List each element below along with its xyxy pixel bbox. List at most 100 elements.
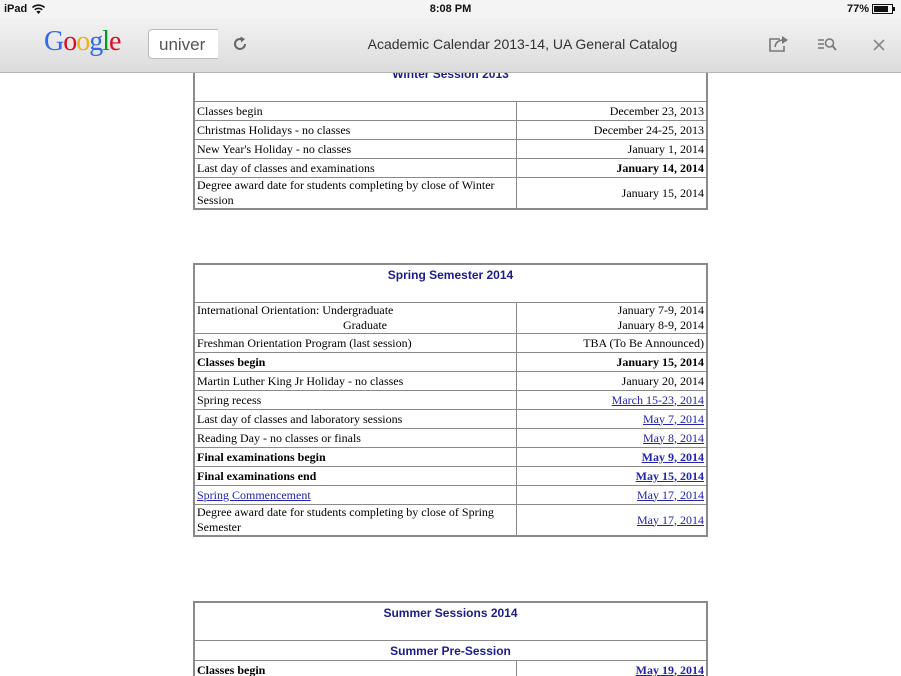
cell-text: Freshman Orientation Program (last sessi… bbox=[197, 335, 412, 350]
date-cell: January 7-9, 2014 January 8-9, 2014 bbox=[516, 302, 708, 334]
cell-text: Reading Day - no classes or finals bbox=[197, 430, 361, 445]
date-cell: May 19, 2014 bbox=[516, 660, 708, 676]
table-subtitle: Summer Pre-Session bbox=[193, 640, 708, 661]
cell-text: Final examinations begin bbox=[197, 449, 326, 464]
label-cell: New Year's Holiday - no classes bbox=[193, 139, 517, 159]
table-row: Last day of classes and examinations Janu… bbox=[193, 158, 708, 178]
cell-text: Classes begin bbox=[197, 662, 266, 676]
cell-text: Last day of classes and examinations bbox=[197, 160, 375, 175]
label-cell: Christmas Holidays - no classes bbox=[193, 120, 517, 140]
date-cell: December 23, 2013 bbox=[516, 101, 708, 121]
date-cell: January 15, 2014 bbox=[516, 177, 708, 210]
link[interactable]: May 9, 2014 bbox=[641, 449, 704, 464]
google-logo[interactable]: Google bbox=[44, 26, 121, 57]
date-cell: May 15, 2014 bbox=[516, 466, 708, 486]
battery-icon bbox=[872, 4, 895, 14]
link[interactable]: May 8, 2014 bbox=[643, 430, 704, 445]
date-cell: May 8, 2014 bbox=[516, 428, 708, 448]
label-cell: Final examinations end bbox=[193, 466, 517, 486]
cell-text: January 14, 2014 bbox=[616, 160, 704, 175]
reload-button[interactable] bbox=[232, 36, 248, 52]
date-cell: December 24-25, 2013 bbox=[516, 120, 708, 140]
date-cell: May 7, 2014 bbox=[516, 409, 708, 429]
cell-text: Classes begin bbox=[197, 354, 266, 369]
calendar-table: Summer Sessions 2014 Summer Pre-Session Cl… bbox=[193, 601, 708, 676]
link[interactable]: May 17, 2014 bbox=[637, 512, 704, 527]
close-button[interactable] bbox=[873, 39, 885, 51]
table-row: Last day of classes and laboratory sessi… bbox=[193, 409, 708, 429]
table-row: Classes begin December 23, 2013 bbox=[193, 101, 708, 121]
date-cell: January 14, 2014 bbox=[516, 158, 708, 178]
label-cell: Last day of classes and examinations bbox=[193, 158, 517, 178]
link[interactable]: Spring Commencement bbox=[197, 487, 311, 502]
table-row: Classes begin January 15, 2014 bbox=[193, 352, 708, 372]
label-cell: Degree award date for students completin… bbox=[193, 504, 517, 537]
reader-button[interactable] bbox=[817, 37, 837, 51]
table-row: Final examinations end May 15, 2014 bbox=[193, 466, 708, 486]
share-button[interactable] bbox=[768, 35, 790, 53]
table-row: Spring recess March 15-23, 2014 bbox=[193, 390, 708, 410]
table-row: Classes begin May 19, 2014 bbox=[193, 660, 708, 676]
label-cell: Final examinations begin bbox=[193, 447, 517, 467]
label-cell: Spring Commencement bbox=[193, 485, 517, 505]
label-cell: Classes begin bbox=[193, 660, 517, 676]
link[interactable]: March 15-23, 2014 bbox=[611, 392, 704, 407]
cell-text: January 15, 2014 bbox=[621, 185, 704, 200]
table-title: Summer Sessions 2014 bbox=[193, 601, 708, 641]
label-cell: International Orientation: Undergraduate… bbox=[193, 302, 517, 334]
date-cell: TBA (To Be Announced) bbox=[516, 333, 708, 353]
link[interactable]: May 19, 2014 bbox=[635, 662, 704, 676]
cell-text: Martin Luther King Jr Holiday - no class… bbox=[197, 373, 404, 388]
label-cell: Degree award date for students completin… bbox=[193, 177, 517, 210]
label-cell: Martin Luther King Jr Holiday - no class… bbox=[193, 371, 517, 391]
table-title: Spring Semester 2014 bbox=[193, 263, 708, 303]
cell-text: January 8-9, 2014 bbox=[617, 318, 704, 332]
table-row: International Orientation: Undergraduate… bbox=[193, 302, 708, 334]
cell-text: December 24-25, 2013 bbox=[593, 122, 704, 137]
cell-text: January 1, 2014 bbox=[627, 141, 704, 156]
calendar-table: Winter Session 2013 Classes begin December… bbox=[193, 62, 708, 210]
label-cell: Reading Day - no classes or finals bbox=[193, 428, 517, 448]
page-title: Academic Calendar 2013-14, UA General Ca… bbox=[367, 36, 678, 52]
link[interactable]: May 17, 2014 bbox=[637, 487, 704, 502]
table-row: Freshman Orientation Program (last sessi… bbox=[193, 333, 708, 353]
label-cell: Freshman Orientation Program (last sessi… bbox=[193, 333, 517, 353]
wifi-icon bbox=[32, 4, 45, 14]
table-row: Reading Day - no classes or finals May 8,… bbox=[193, 428, 708, 448]
search-field[interactable]: univer bbox=[148, 29, 218, 59]
cell-text: Degree award date for students completin… bbox=[197, 505, 494, 534]
calendar-table: Spring Semester 2014 International Orient… bbox=[193, 263, 708, 537]
cell-text: January 20, 2014 bbox=[621, 373, 704, 388]
date-cell: January 1, 2014 bbox=[516, 139, 708, 159]
cell-text: TBA (To Be Announced) bbox=[583, 335, 704, 350]
date-cell: May 17, 2014 bbox=[516, 485, 708, 505]
link[interactable]: May 7, 2014 bbox=[643, 411, 704, 426]
title-row: Summer Sessions 2014 bbox=[193, 601, 708, 641]
table-row: Christmas Holidays - no classes December … bbox=[193, 120, 708, 140]
date-cell: May 9, 2014 bbox=[516, 447, 708, 467]
table-row: Degree award date for students completin… bbox=[193, 177, 708, 210]
link[interactable]: May 15, 2014 bbox=[635, 468, 704, 483]
date-cell: May 17, 2014 bbox=[516, 504, 708, 537]
table-row: Spring Commencement May 17, 2014 bbox=[193, 485, 708, 505]
cell-text: International Orientation: Undergraduate bbox=[197, 303, 394, 317]
label-cell: Spring recess bbox=[193, 390, 517, 410]
date-cell: January 15, 2014 bbox=[516, 352, 708, 372]
device: iPad bbox=[4, 3, 28, 15]
browser-toolbar: Google univer Academic Calendar 2013-14,… bbox=[0, 18, 901, 73]
cell-text: New Year's Holiday - no classes bbox=[197, 141, 352, 156]
cell-text: Classes begin bbox=[197, 103, 263, 118]
title-row: Spring Semester 2014 bbox=[193, 263, 708, 303]
subtitle-row: Summer Pre-Session bbox=[193, 640, 708, 661]
table-row: New Year's Holiday - no classes January 1… bbox=[193, 139, 708, 159]
time: 8:08 PM bbox=[429, 3, 472, 15]
status-bar: iPad 8:08 PM 77% bbox=[0, 0, 901, 18]
cell-text: Spring recess bbox=[197, 392, 262, 407]
battery-level: 77% bbox=[846, 3, 869, 15]
cell-text: Degree award date for students completin… bbox=[197, 178, 495, 207]
cell-text: Christmas Holidays - no classes bbox=[197, 122, 351, 137]
cell-text: Final examinations end bbox=[197, 468, 317, 483]
date-cell: January 20, 2014 bbox=[516, 371, 708, 391]
label-cell: Last day of classes and laboratory sessi… bbox=[193, 409, 517, 429]
